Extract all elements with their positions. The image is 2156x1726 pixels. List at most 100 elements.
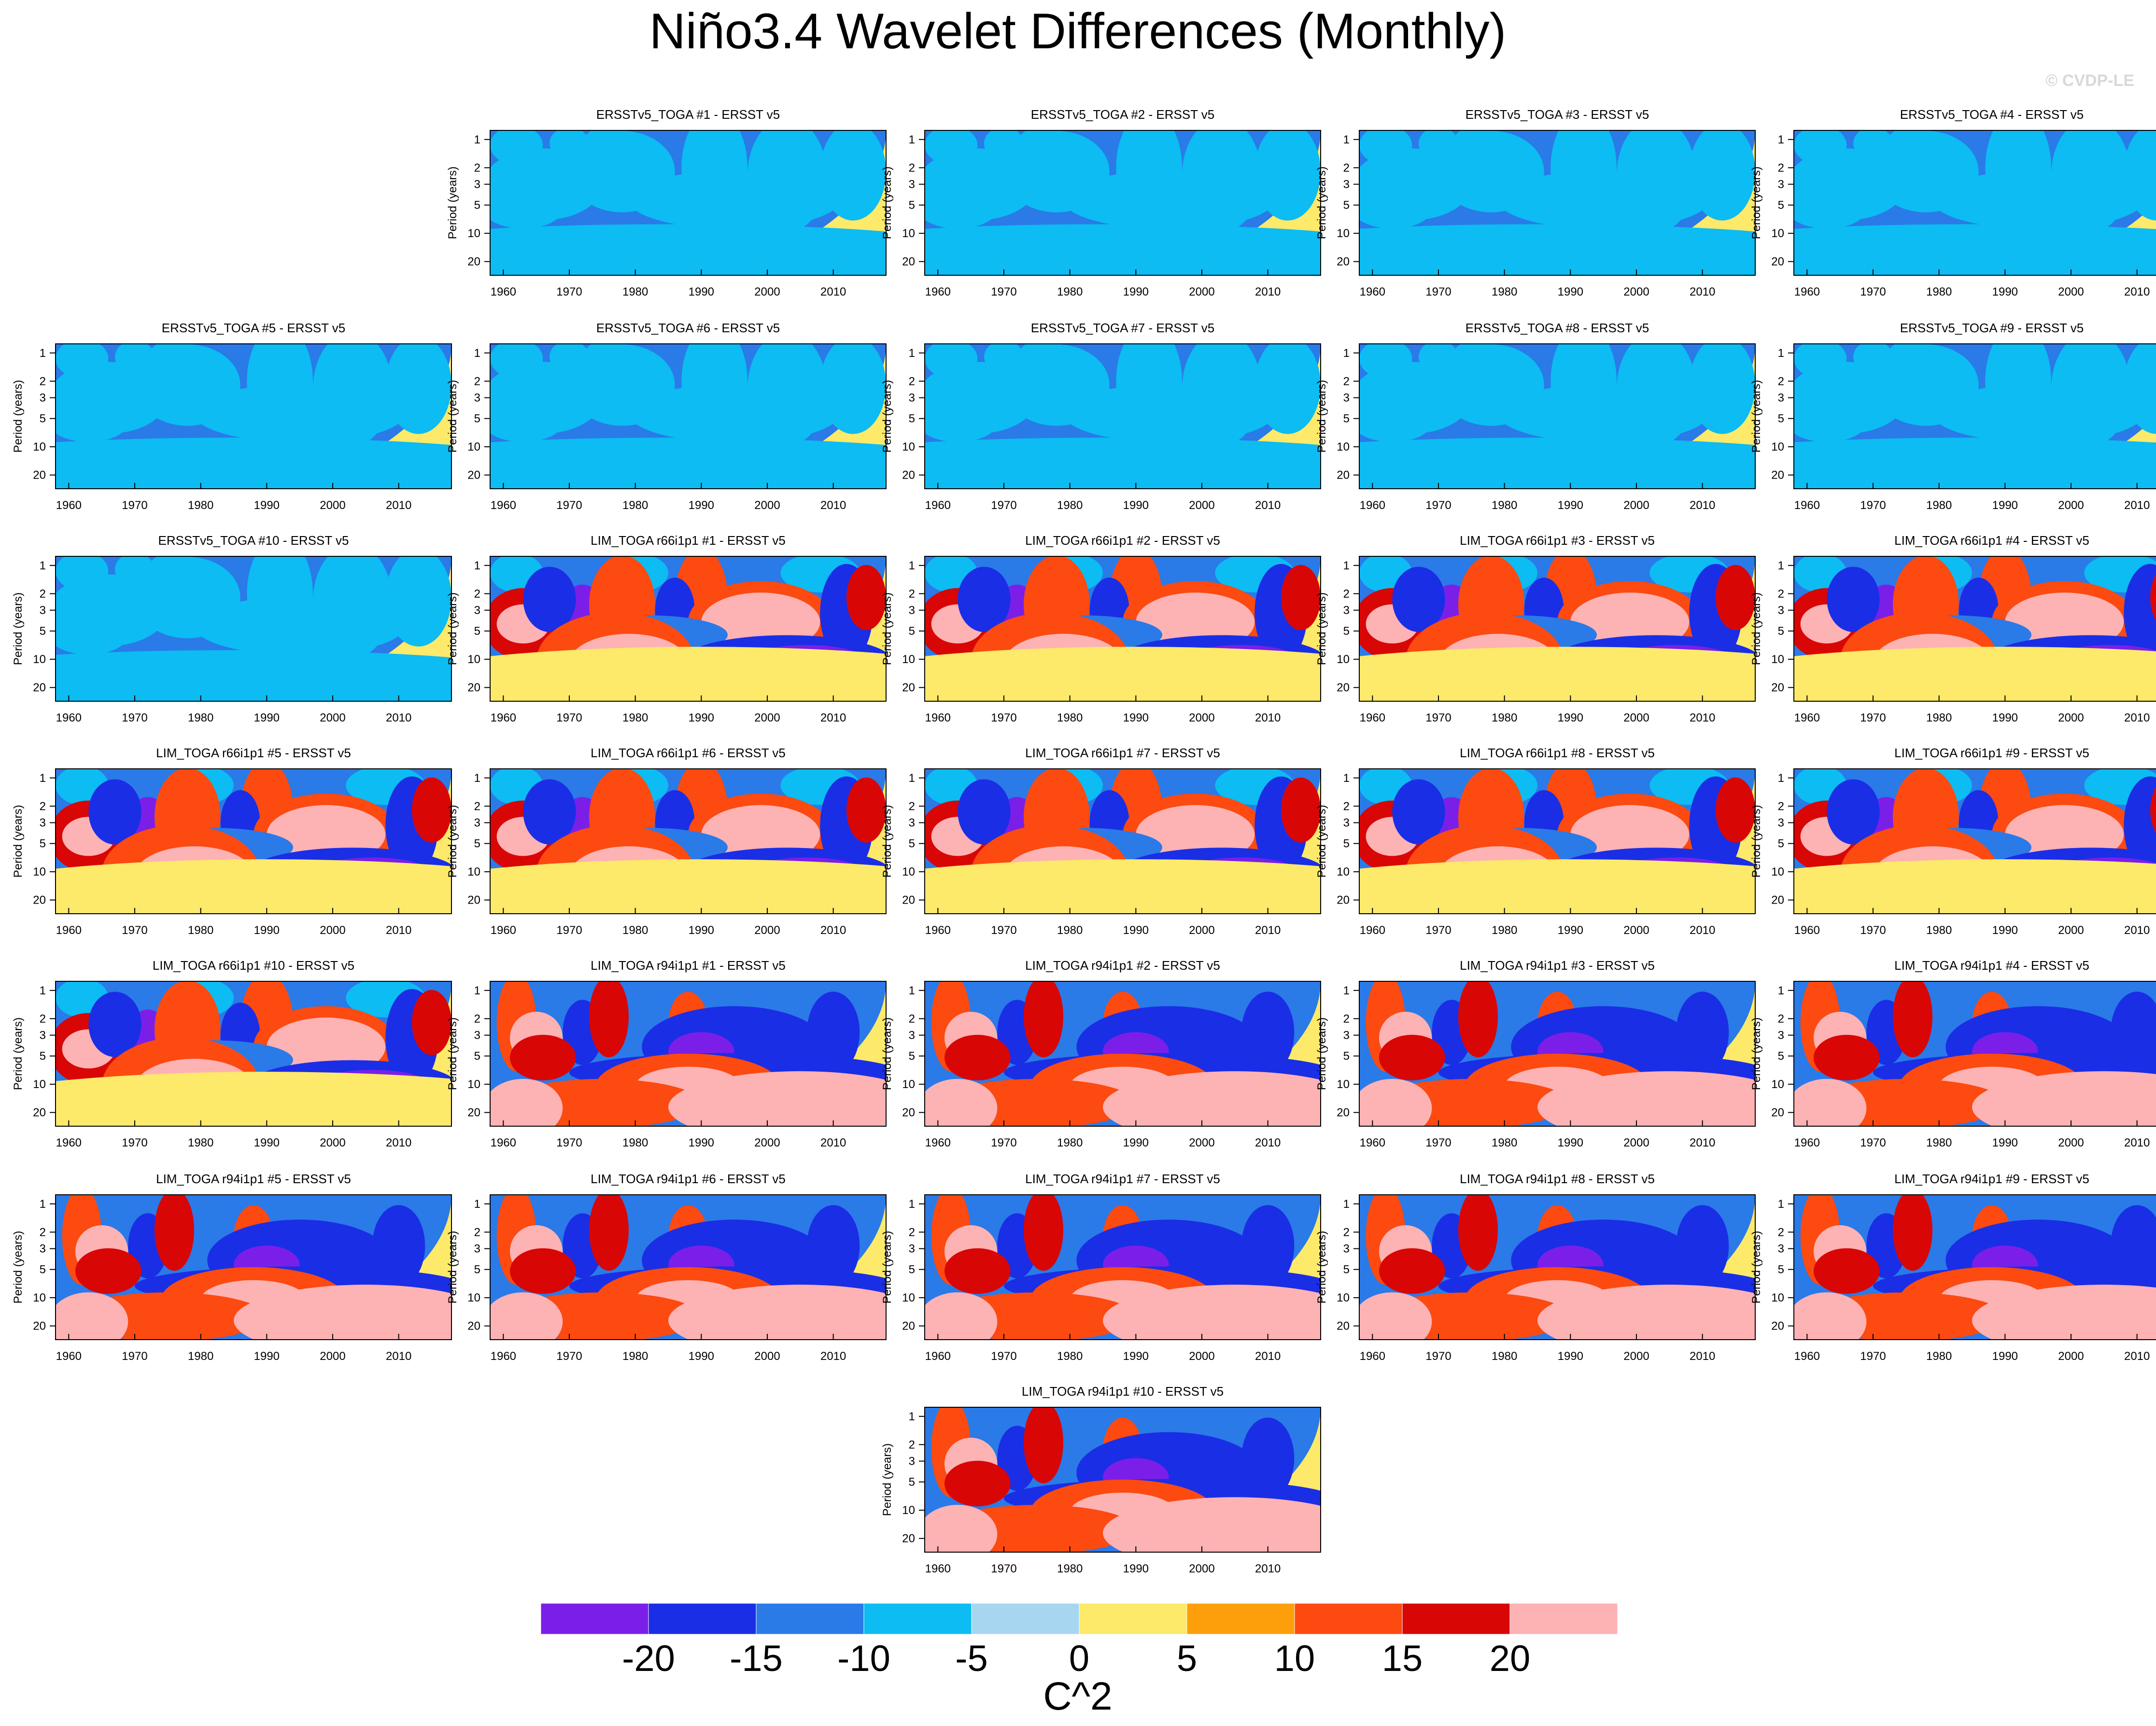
panel-title: LIM_TOGA r66i1p1 #2 - ERSST v5 — [1025, 533, 1220, 548]
y-tick-label: 5 — [40, 412, 46, 425]
y-axis-label: Period (years) — [12, 380, 25, 453]
x-tick-label: 1990 — [1558, 1350, 1583, 1363]
y-tick-label: 20 — [467, 469, 480, 482]
y-tick-label: 5 — [40, 837, 46, 850]
plot-frame — [1359, 343, 1756, 489]
contour-region — [490, 231, 886, 275]
y-axis-label: Period (years) — [446, 1018, 459, 1090]
y-tick-label: 2 — [474, 161, 480, 174]
plot-frame — [1793, 768, 2156, 914]
contour-region — [1716, 777, 1755, 843]
x-tick-label: 1990 — [1558, 1136, 1583, 1149]
y-tick-label: 3 — [474, 1029, 480, 1042]
panel-title: ERSSTv5_TOGA #6 - ERSST v5 — [596, 321, 780, 335]
wavelet-panel: LIM_TOGA r66i1p1 #4 - ERSST v5 1960 1970 19… — [1750, 533, 2156, 724]
y-tick-label: 1 — [909, 347, 915, 360]
plot-frame — [490, 130, 887, 276]
y-tick-label: 1 — [1778, 559, 1784, 572]
y-tick-label: 1 — [40, 984, 46, 997]
contour-region — [925, 1078, 998, 1126]
y-tick-label: 3 — [40, 392, 46, 405]
x-tick-label: 2000 — [320, 499, 345, 512]
contour-region — [1827, 779, 1880, 845]
panel-title: LIM_TOGA r94i1p1 #8 - ERSST v5 — [1460, 1172, 1655, 1186]
y-tick-label: 3 — [909, 1455, 915, 1468]
y-axis-label: Period (years) — [881, 167, 894, 240]
y-tick-label: 3 — [1778, 1029, 1784, 1042]
contour-region — [925, 444, 1321, 489]
y-tick-label: 5 — [909, 1263, 915, 1276]
y-tick-label: 1 — [40, 559, 46, 572]
y-tick-label: 20 — [902, 255, 915, 269]
contour-region — [1932, 384, 2144, 443]
y-tick-label: 10 — [33, 653, 46, 666]
contour-region — [490, 1078, 563, 1126]
x-tick-label: 1990 — [1123, 499, 1149, 512]
y-tick-label: 2 — [474, 587, 480, 600]
x-tick-label: 1980 — [1492, 1350, 1517, 1363]
contour-region — [1063, 170, 1275, 229]
panel-title: ERSSTv5_TOGA #3 - ERSST v5 — [1466, 107, 1649, 122]
x-tick-label: 2000 — [754, 1136, 780, 1149]
y-axis-label: Period (years) — [1315, 593, 1328, 665]
x-tick-label: 1970 — [556, 924, 582, 937]
wavelet-panel: LIM_TOGA r94i1p1 #3 - ERSST v5 1960 1970 19… — [1315, 958, 1756, 1149]
wavelet-panel: LIM_TOGA r66i1p1 #3 - ERSST v5 1960 1970 19… — [1315, 533, 1756, 724]
x-tick-label: 1960 — [491, 499, 516, 512]
y-tick-label: 20 — [902, 1532, 915, 1545]
x-tick-label: 2010 — [1255, 1562, 1281, 1575]
panel-title: ERSSTv5_TOGA #8 - ERSST v5 — [1466, 321, 1649, 335]
x-tick-label: 1960 — [1360, 285, 1385, 298]
y-tick-label: 5 — [474, 1050, 480, 1063]
y-tick-label: 20 — [902, 1320, 915, 1333]
contour-region — [1794, 189, 1867, 229]
contour-region — [1281, 565, 1321, 630]
colorbar-swatch — [1079, 1603, 1187, 1635]
y-tick-label: 5 — [40, 1050, 46, 1063]
plot-frame — [1793, 343, 2156, 489]
y-axis-label: Period (years) — [1750, 1018, 1763, 1090]
contour-region — [589, 981, 629, 1058]
x-tick-label: 1960 — [1360, 924, 1385, 937]
contour-region — [1063, 384, 1275, 443]
x-tick-label: 1980 — [1926, 1136, 1952, 1149]
x-tick-label: 1980 — [1057, 924, 1083, 937]
y-axis-label: Period (years) — [446, 1231, 459, 1304]
contour-region — [944, 1034, 1011, 1081]
colorbar-swatch — [648, 1603, 757, 1635]
x-tick-label: 1970 — [1425, 1136, 1451, 1149]
contour-region — [1359, 1078, 1432, 1126]
y-tick-label: 2 — [909, 1012, 915, 1025]
x-tick-label: 1980 — [1926, 499, 1952, 512]
x-tick-label: 1960 — [1794, 711, 1820, 724]
panel-grid: ERSSTv5_TOGA #1 - ERSST v5 1960 1970 1980 19… — [12, 107, 2156, 1575]
plot-frame — [55, 981, 452, 1127]
contour-region — [807, 991, 860, 1074]
contour-region — [372, 1205, 425, 1287]
x-tick-label: 1960 — [491, 1136, 516, 1149]
x-tick-label: 1980 — [1057, 1136, 1083, 1149]
y-tick-label: 1 — [40, 347, 46, 360]
y-axis-label: Period (years) — [12, 805, 25, 878]
y-tick-label: 5 — [1778, 199, 1784, 212]
y-tick-label: 3 — [1343, 178, 1350, 191]
contour-region — [194, 384, 406, 443]
x-tick-label: 2010 — [1255, 924, 1281, 937]
wavelet-panel: ERSSTv5_TOGA #6 - ERSST v5 1960 1970 1980 19… — [446, 321, 887, 512]
y-tick-label: 10 — [1771, 865, 1784, 878]
contour-region — [490, 859, 886, 914]
contour-region — [846, 565, 886, 630]
y-axis-label: Period (years) — [446, 167, 459, 240]
y-tick-label: 10 — [902, 653, 915, 666]
x-tick-label: 2010 — [386, 1136, 411, 1149]
plot-frame — [1793, 1194, 2156, 1340]
contour-region — [2150, 787, 2156, 834]
x-tick-label: 2000 — [754, 924, 780, 937]
plot-frame — [1359, 981, 1756, 1127]
x-tick-label: 1970 — [556, 499, 582, 512]
x-tick-label: 1980 — [1057, 1350, 1083, 1363]
y-tick-label: 20 — [1337, 681, 1350, 694]
contour-region — [1392, 566, 1445, 632]
x-tick-label: 2000 — [1623, 1136, 1649, 1149]
x-tick-label: 1970 — [991, 1562, 1016, 1575]
